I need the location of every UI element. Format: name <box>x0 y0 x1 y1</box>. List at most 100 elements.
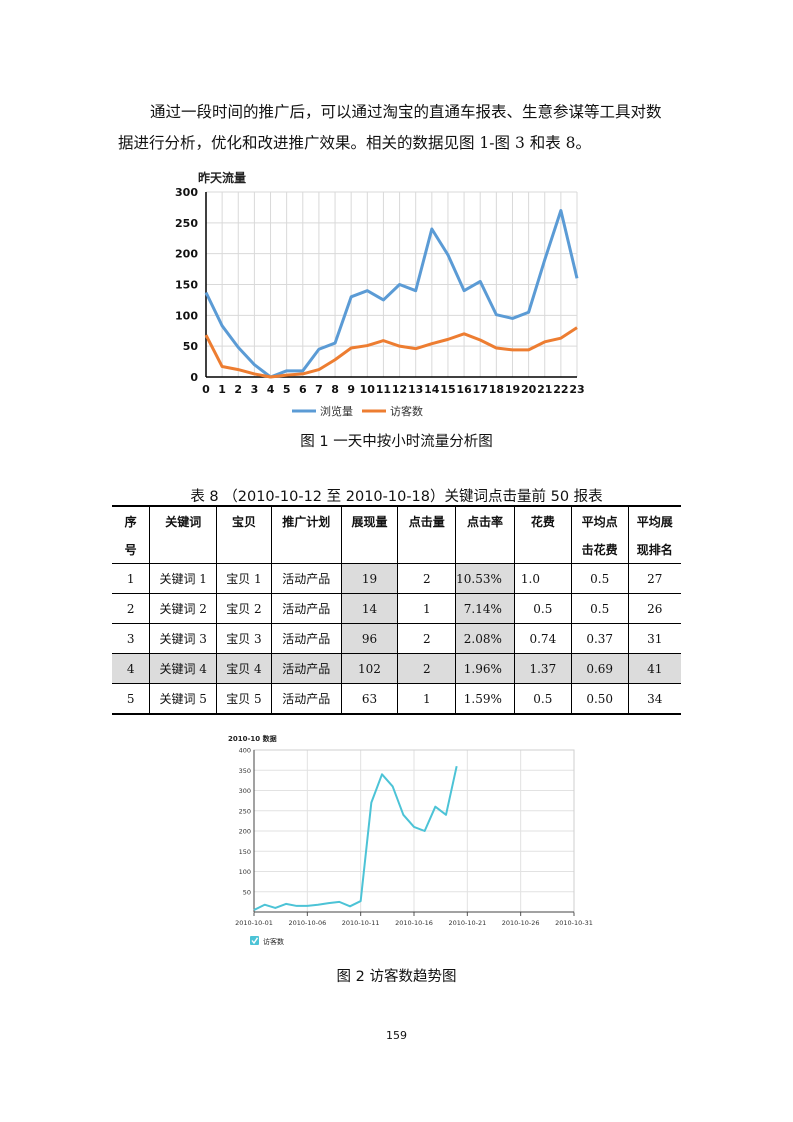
x-tick-label: 2010-10-01 <box>235 919 273 927</box>
cell-avg-rank: 27 <box>627 563 681 594</box>
x-tick-label: 5 <box>283 383 291 396</box>
x-tick-label: 2010-10-21 <box>448 919 486 927</box>
cell-ctr: 1.59% <box>455 683 515 715</box>
x-tick-label: 20 <box>521 383 537 396</box>
y-tick-label: 250 <box>175 217 198 230</box>
cell-clicks: 2 <box>397 623 457 654</box>
table-row: 5 关键词 5 宝贝 5 活动产品 63 1 1.59% 0.5 0.50 34 <box>112 683 681 715</box>
x-tick-label: 2010-10-06 <box>288 919 326 927</box>
cell-item: 宝贝 2 <box>216 593 272 624</box>
legend-label: 访客数 <box>263 937 284 946</box>
cell-cost: 0.5 <box>513 593 572 624</box>
header-plan: 推广计划 <box>270 506 342 535</box>
x-tick-label: 6 <box>299 383 307 396</box>
cell-keyword: 关键词 4 <box>149 653 218 684</box>
cell-avg-rank: 31 <box>627 623 681 654</box>
y-tick-label: 300 <box>239 787 251 795</box>
cell-avg-rank: 26 <box>627 593 681 624</box>
cell-ctr: 7.14% <box>455 593 515 624</box>
check-icon <box>251 937 259 945</box>
paragraph-line-1: 通过一段时间的推广后，可以通过淘宝的直通车报表、生意参谋等工具对数 <box>150 103 662 121</box>
cell-keyword: 关键词 5 <box>149 683 218 715</box>
table-row: 3 关键词 3 宝贝 3 活动产品 96 2 2.08% 0.74 0.37 3… <box>112 623 681 654</box>
chart-title: 昨天流量 <box>198 170 246 185</box>
x-tick-label: 15 <box>440 383 455 396</box>
header-avg-rank-bottom: 现排名 <box>627 535 681 564</box>
cell-avg-cpc: 0.5 <box>570 593 629 624</box>
x-tick-label: 7 <box>315 383 323 396</box>
header-clicks: 点击量 <box>397 506 457 535</box>
cell-clicks: 1 <box>397 593 457 624</box>
cell-ctr: 2.08% <box>455 623 515 654</box>
header-index-top: 序 <box>112 506 151 535</box>
chart-title: 2010-10 数据 <box>228 734 277 743</box>
figure-1-caption: 图 1 一天中按小时流量分析图 <box>300 434 493 450</box>
cell-cost: 1.0 <box>513 563 572 594</box>
cell-clicks: 2 <box>397 653 457 684</box>
x-tick-label: 4 <box>267 383 275 396</box>
series-line-views <box>204 209 579 379</box>
x-tick-label: 18 <box>489 383 504 396</box>
table-row: 1 关键词 1 宝贝 1 活动产品 19 2 10.53% 1.0 0.5 27 <box>112 563 681 594</box>
cell-keyword: 关键词 3 <box>149 623 218 654</box>
x-tick-label: 2010-10-16 <box>395 919 433 927</box>
header-keyword: 关键词 <box>149 506 218 535</box>
cell-ctr: 10.53% <box>455 563 515 594</box>
x-tick-label: 9 <box>347 383 355 396</box>
table-row: 4 关键词 4 宝贝 4 活动产品 102 2 1.96% 1.37 0.69 … <box>112 653 681 684</box>
x-tick-label: 3 <box>251 383 259 396</box>
y-tick-label: 350 <box>239 767 251 775</box>
cell-plan: 活动产品 <box>270 623 342 654</box>
cell-item: 宝贝 1 <box>216 563 272 594</box>
x-tick-label: 21 <box>537 383 552 396</box>
y-tick-label: 400 <box>239 747 251 755</box>
figure-2-caption: 图 2 访客数趋势图 <box>336 969 457 985</box>
x-tick-label: 8 <box>331 383 339 396</box>
y-tick-label: 100 <box>175 309 198 322</box>
cell-index: 3 <box>112 623 151 654</box>
y-tick-label: 250 <box>239 807 251 815</box>
cell-impressions: 63 <box>340 683 399 715</box>
header-cost: 花费 <box>513 506 572 535</box>
series-line-visitors <box>204 326 578 379</box>
y-tick-label: 300 <box>175 186 198 199</box>
cell-avg-cpc: 0.50 <box>570 683 629 715</box>
x-tick-label: 2010-10-31 <box>555 919 593 927</box>
x-tick-label: 17 <box>473 383 488 396</box>
cell-clicks: 2 <box>397 563 457 594</box>
header-item: 宝贝 <box>216 506 272 535</box>
y-tick-label: 50 <box>183 340 199 353</box>
y-tick-label: 50 <box>243 888 251 896</box>
header-blank <box>513 535 572 564</box>
y-tick-label: 200 <box>175 248 198 261</box>
x-tick-label: 12 <box>392 383 407 396</box>
x-tick-label: 16 <box>456 383 472 396</box>
x-tick-label: 0 <box>202 383 210 396</box>
series-line-visitors <box>253 765 458 911</box>
cell-cost: 0.74 <box>513 623 572 654</box>
y-tick-label: 100 <box>239 868 251 876</box>
cell-index: 4 <box>112 653 151 684</box>
keyword-report-table: 序 关键词 宝贝 推广计划 展现量 点击量 点击率 花费 平均点 平均展 号 击… <box>112 505 681 715</box>
cell-plan: 活动产品 <box>270 563 342 594</box>
cell-impressions: 102 <box>340 653 399 684</box>
legend-label: 浏览量 <box>320 404 353 418</box>
header-blank <box>270 535 342 564</box>
cell-impressions: 14 <box>340 593 399 624</box>
cell-index: 2 <box>112 593 151 624</box>
y-tick-label: 150 <box>239 848 251 856</box>
intro-paragraph: 通过一段时间的推广后，可以通过淘宝的直通车报表、生意参谋等工具对数 据进行分析，… <box>118 97 688 159</box>
cell-avg-rank: 34 <box>627 683 681 715</box>
cell-cost: 0.5 <box>513 683 572 715</box>
header-impressions: 展现量 <box>340 506 399 535</box>
legend-label: 访客数 <box>390 404 423 418</box>
header-blank <box>149 535 218 564</box>
table-row: 2 关键词 2 宝贝 2 活动产品 14 1 7.14% 0.5 0.5 26 <box>112 593 681 624</box>
header-blank <box>397 535 457 564</box>
paragraph-line-2: 据进行分析，优化和改进推广效果。相关的数据见图 1-图 3 和表 8。 <box>118 134 592 152</box>
x-tick-label: 11 <box>376 383 391 396</box>
cell-cost: 1.37 <box>513 653 572 684</box>
cell-item: 宝贝 5 <box>216 683 272 715</box>
header-avg-rank-top: 平均展 <box>627 506 681 535</box>
